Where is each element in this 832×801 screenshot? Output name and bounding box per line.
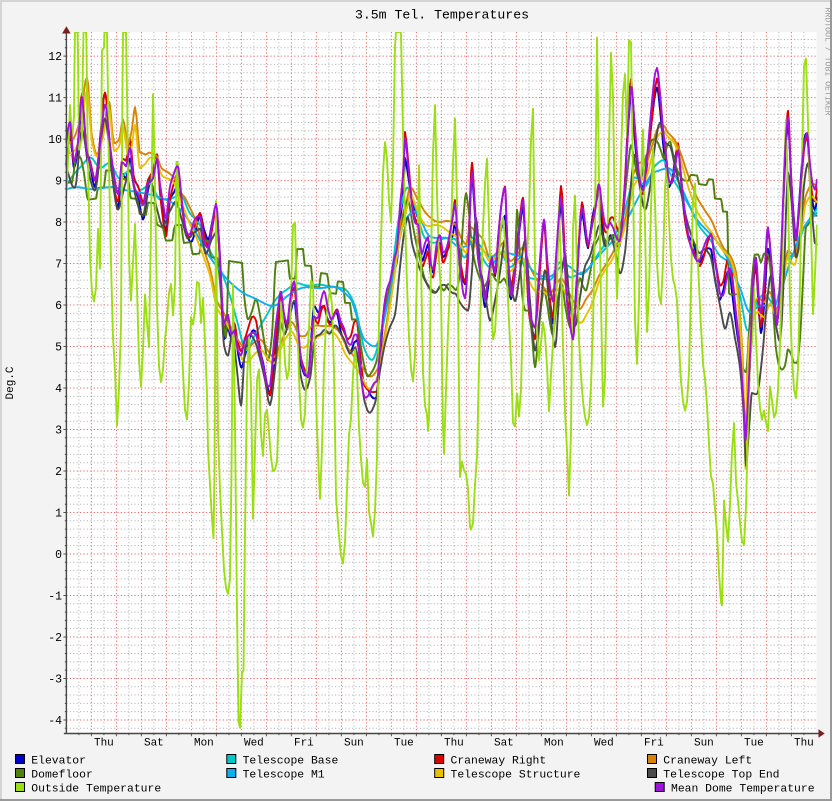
svg-text:12: 12 <box>48 51 62 64</box>
svg-text:RRDTOOL / TOBI OETIKER: RRDTOOL / TOBI OETIKER <box>823 8 832 116</box>
svg-text:Fri: Fri <box>294 738 314 750</box>
svg-text:Tue: Tue <box>744 738 764 750</box>
svg-text:-3: -3 <box>48 674 62 687</box>
svg-text:Sun: Sun <box>344 738 364 750</box>
svg-text:Mean Dome Temperature: Mean Dome Temperature <box>671 783 815 795</box>
svg-text:-2: -2 <box>48 632 62 645</box>
svg-text:5: 5 <box>55 342 62 355</box>
svg-text:Thu: Thu <box>94 738 114 750</box>
svg-text:Fri: Fri <box>644 738 664 750</box>
svg-text:10: 10 <box>48 134 62 147</box>
svg-text:Elevator: Elevator <box>31 755 86 767</box>
svg-text:Wed: Wed <box>244 738 264 750</box>
svg-text:-1: -1 <box>48 591 62 604</box>
svg-text:Thu: Thu <box>444 738 464 750</box>
svg-text:Domefloor: Domefloor <box>31 769 93 781</box>
svg-text:1: 1 <box>55 508 62 521</box>
svg-text:Deg.C: Deg.C <box>5 366 17 399</box>
svg-text:7: 7 <box>55 259 62 272</box>
svg-text:Outside Temperature: Outside Temperature <box>31 783 161 795</box>
svg-text:Telescope M1: Telescope M1 <box>243 769 325 781</box>
svg-text:Telescope Base: Telescope Base <box>243 755 339 767</box>
svg-text:6: 6 <box>55 300 62 313</box>
svg-text:Sat: Sat <box>494 738 514 750</box>
svg-text:Wed: Wed <box>594 738 614 750</box>
svg-text:Sat: Sat <box>144 738 164 750</box>
svg-text:9: 9 <box>55 176 62 189</box>
svg-text:11: 11 <box>48 93 62 106</box>
svg-text:Sun: Sun <box>694 738 714 750</box>
svg-text:4: 4 <box>55 383 62 396</box>
svg-text:2: 2 <box>55 466 62 479</box>
svg-text:Tue: Tue <box>394 738 414 750</box>
svg-text:0: 0 <box>55 549 62 562</box>
svg-text:Mon: Mon <box>544 738 564 750</box>
svg-text:Telescope Top End: Telescope Top End <box>663 769 779 781</box>
svg-text:Mon: Mon <box>194 738 214 750</box>
svg-text:Telescope Structure: Telescope Structure <box>451 769 581 781</box>
svg-text:Craneway Right: Craneway Right <box>451 755 547 767</box>
svg-text:8: 8 <box>55 217 62 230</box>
svg-text:3: 3 <box>55 425 62 438</box>
svg-text:Craneway Left: Craneway Left <box>663 755 752 767</box>
svg-text:-4: -4 <box>48 715 62 728</box>
svg-text:3.5m Tel. Temperatures: 3.5m Tel. Temperatures <box>355 8 529 23</box>
svg-text:Thu: Thu <box>794 738 814 750</box>
